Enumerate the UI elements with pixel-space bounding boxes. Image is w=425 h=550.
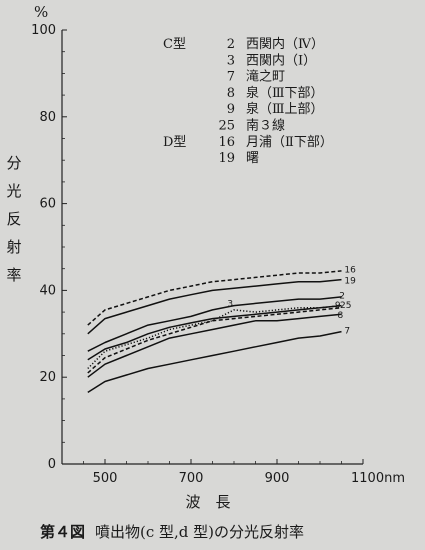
figure-number: 第４図 (40, 523, 86, 541)
legend-series-number: 16 (218, 135, 235, 150)
caption-text: 噴出物(c 型,d 型)の分光反射率 (95, 523, 305, 541)
series-label-9: 9 (335, 301, 341, 311)
y-axis-title-char: 反 (6, 210, 21, 228)
y-axis-title-char: 率 (6, 266, 21, 284)
y-tick-label: 0 (48, 457, 56, 472)
legend-series-number: 3 (227, 53, 235, 68)
series-line-16 (87, 270, 342, 326)
legend: C型 2 西関内（Ⅳ） 3 西関内（Ⅰ） 7 滝之町 8 泉（Ⅲ下部） 9 泉（Ⅲ上部） 25 南３線 D… (163, 36, 333, 166)
series-label-16: 16 (344, 266, 356, 276)
series-line-25 (87, 307, 342, 374)
x-tick-label: 1100nm (351, 471, 405, 486)
series-line-19 (87, 278, 342, 335)
legend-place-name: 西関内（Ⅳ） (246, 36, 324, 52)
legend-place-name: 滝之町 (246, 70, 285, 85)
legend-series-number: 19 (218, 151, 235, 166)
y-tick-label: 80 (39, 110, 56, 125)
series-label-7: 7 (344, 326, 350, 336)
series-line-8 (87, 313, 342, 378)
x-tick-label: 500 (93, 471, 118, 486)
y-tick-label: 60 (39, 197, 56, 212)
legend-place-name: 西関内（Ⅰ） (246, 52, 316, 68)
legend-series-number: 9 (227, 102, 235, 117)
legend-series-number: 7 (227, 70, 235, 85)
series-line-2 (87, 296, 342, 352)
legend-place-name: 南３線 (246, 118, 285, 134)
legend-type-label: C型 (163, 37, 186, 52)
series-line-9 (87, 304, 342, 361)
series-label-19: 19 (344, 276, 356, 286)
legend-series-number: 2 (227, 37, 235, 52)
legend-series-number: 25 (218, 119, 235, 134)
y-tick-label: 20 (39, 370, 56, 385)
legend-type-label: D型 (163, 135, 186, 150)
series-label-3: 3 (227, 299, 233, 309)
x-axis-title: 波 長 (185, 493, 230, 511)
legend-place-name: 泉（Ⅲ下部） (246, 85, 324, 101)
x-tick-label: 700 (179, 471, 204, 486)
y-unit-label: % (34, 3, 48, 21)
y-tick-label: 40 (39, 283, 56, 298)
legend-place-name: 泉（Ⅲ上部） (246, 101, 324, 117)
y-axis-title-char: 光 (6, 182, 21, 200)
figure-caption: 第４図 噴出物(c 型,d 型)の分光反射率 (40, 521, 400, 542)
y-axis-title-char: 射 (6, 238, 21, 256)
x-tick-label: 900 (265, 471, 290, 486)
y-axis-title-char: 分 (6, 154, 21, 172)
series-label-8: 8 (337, 311, 343, 321)
y-axis-title: 分光反射率 (6, 154, 21, 284)
series-line-7 (87, 330, 342, 394)
legend-series-number: 8 (227, 86, 235, 101)
series-label-2: 2 (339, 292, 345, 302)
legend-place-name: 月浦（Ⅱ下部） (246, 135, 333, 150)
legend-place-name: 曙 (246, 151, 259, 166)
y-tick-label: 100 (31, 23, 56, 38)
series-label-25: 25 (340, 301, 351, 311)
